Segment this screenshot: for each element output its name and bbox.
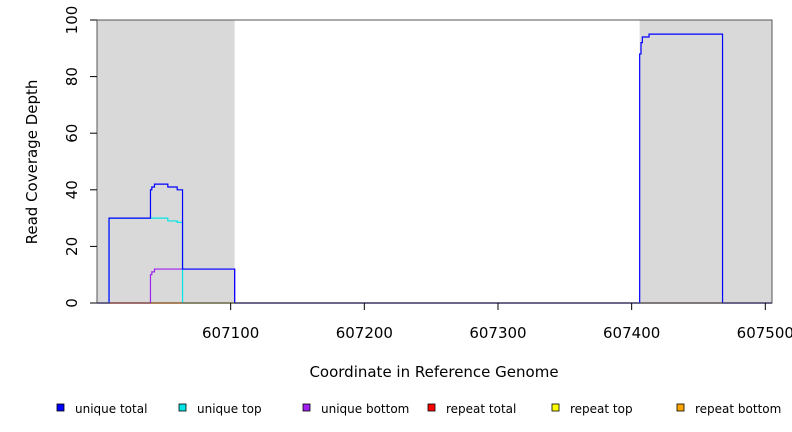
legend-item-unique-top: unique top (178, 402, 262, 416)
legend-swatch (302, 403, 311, 412)
shaded-region-0 (97, 20, 235, 303)
legend-item-unique-total: unique total (56, 402, 147, 416)
x-axis-title: Coordinate in Reference Genome (309, 363, 558, 381)
legend-swatch (551, 403, 560, 412)
x-tick-label: 607100 (202, 324, 259, 342)
x-tick-label: 607400 (603, 324, 660, 342)
legend-swatch (56, 403, 65, 412)
y-tick-label: 40 (63, 180, 81, 199)
y-tick-label: 0 (63, 298, 81, 308)
legend-item-repeat-total: repeat total (427, 402, 516, 416)
y-tick-label: 100 (63, 6, 81, 35)
x-tick-label: 607500 (737, 324, 792, 342)
legend-label: unique top (197, 402, 262, 416)
x-tick-label: 607300 (469, 324, 526, 342)
y-axis: 0 20 40 60 80 100 (63, 6, 97, 308)
legend-item-unique-bottom: unique bottom (302, 402, 409, 416)
x-tick-label: 607200 (336, 324, 393, 342)
y-tick-label: 60 (63, 124, 81, 143)
legend-item-repeat-bottom: repeat bottom (676, 402, 781, 416)
legend-item-repeat-top: repeat top (551, 402, 633, 416)
shaded-regions (97, 20, 772, 303)
legend: unique total unique top unique bottom repea… (56, 402, 781, 416)
shaded-region-1 (639, 20, 772, 303)
legend-swatch (427, 403, 436, 412)
plot-frame (96, 19, 773, 304)
x-axis: 607100 607200 607300 607400 607500 (202, 303, 792, 342)
y-axis-title: Read Coverage Depth (23, 80, 41, 245)
y-tick-label: 80 (63, 67, 81, 86)
series-line-unique-total (97, 33, 772, 304)
legend-label: repeat top (570, 402, 633, 416)
legend-swatch (178, 403, 187, 412)
legend-label: repeat total (446, 402, 516, 416)
legend-label: unique total (75, 402, 147, 416)
y-tick-label: 20 (63, 237, 81, 256)
legend-label: unique bottom (321, 402, 409, 416)
legend-swatch (676, 403, 685, 412)
legend-label: repeat bottom (695, 402, 781, 416)
